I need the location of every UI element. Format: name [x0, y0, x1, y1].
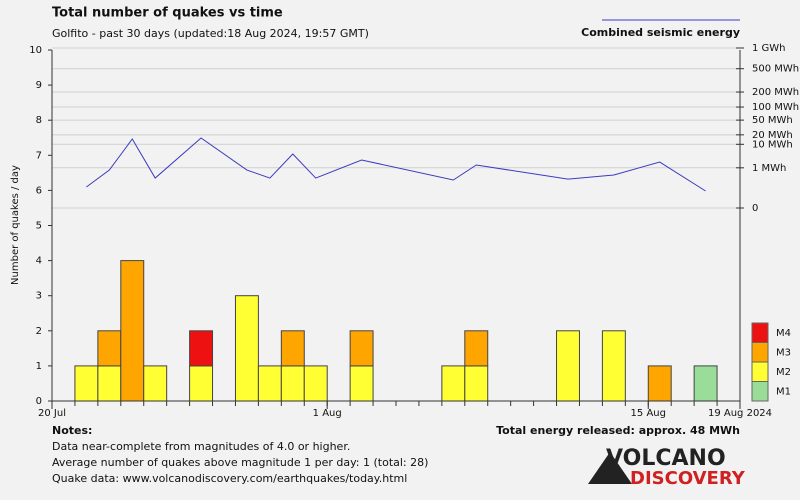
y-tick-label: 1	[36, 361, 42, 372]
note: Quake data: www.volcanodiscovery.com/ear…	[52, 472, 407, 485]
legend-label: M1	[776, 387, 791, 398]
note: Average number of quakes above magnitude…	[52, 456, 428, 469]
y2-tick-label: 500 MWh	[752, 64, 799, 75]
bar	[303, 365, 328, 402]
bar	[441, 365, 466, 402]
bar	[143, 365, 168, 402]
logo-text: VOLCANO	[606, 446, 726, 471]
logo-text: DISCOVERY	[630, 468, 746, 489]
y-tick-label: 3	[36, 291, 42, 302]
y-tick-label: 9	[36, 80, 42, 91]
y-tick-label: 2	[36, 326, 42, 337]
y2-tick-label: 100 MWh	[752, 102, 799, 113]
y-tick-label: 10	[29, 45, 42, 56]
y2-tick-label: 10 MWh	[752, 139, 793, 150]
y-tick-label: 5	[36, 221, 42, 232]
bar	[257, 365, 282, 402]
bar	[647, 365, 672, 402]
bar	[120, 260, 145, 402]
x-tick-label: 1 Aug	[313, 408, 342, 419]
bar	[556, 330, 580, 402]
y-tick-label: 8	[36, 115, 42, 126]
energy-line	[86, 137, 706, 192]
legend-swatch	[751, 322, 769, 343]
bar	[601, 330, 626, 402]
bar	[349, 365, 374, 402]
chart-title: Total number of quakes vs time	[52, 6, 283, 21]
notes-title: Notes:	[52, 424, 92, 437]
y2-tick-label: 50 MWh	[752, 115, 793, 126]
x-tick-label: 15 Aug	[631, 408, 666, 419]
legend-swatch	[751, 381, 769, 402]
note: Data near-complete from magnitudes of 4.…	[52, 440, 350, 453]
bar	[464, 330, 489, 367]
y2-tick-label: 20 MWh	[752, 130, 793, 141]
bar	[280, 330, 305, 367]
y-tick-label: 4	[36, 256, 42, 267]
legend-label: M3	[776, 348, 791, 359]
bar	[97, 365, 122, 402]
chart-subtitle: Golfito - past 30 days (updated:18 Aug 2…	[52, 27, 369, 40]
y-tick-label: 6	[36, 185, 42, 196]
legend-label: M2	[776, 367, 791, 378]
bar	[189, 330, 214, 367]
legend-swatch	[751, 342, 769, 363]
y2-tick-label: 1 GWh	[752, 43, 786, 54]
bar	[234, 295, 259, 402]
y2-tick-label: 200 MWh	[752, 87, 799, 98]
bar	[189, 365, 214, 402]
legend-label: Combined seismic energy	[581, 26, 740, 39]
bar	[97, 330, 122, 367]
x-tick-label: 20 Jul	[38, 408, 66, 419]
bar	[280, 365, 305, 402]
bar	[464, 365, 489, 402]
legend-swatch	[751, 361, 769, 382]
y-tick-label: 0	[36, 396, 42, 407]
total-energy: Total energy released: approx. 48 MWh	[496, 424, 740, 437]
y2-tick-label: 1 MWh	[752, 163, 786, 174]
legend-label: M4	[776, 328, 791, 339]
y-axis-label: Number of quakes / day	[10, 165, 21, 285]
logo-icon	[588, 452, 632, 484]
y2-tick-label: 0	[752, 203, 758, 214]
y-tick-label: 7	[36, 150, 42, 161]
bar	[74, 365, 99, 402]
x-tick-label: 19 Aug 2024	[708, 408, 772, 419]
bar	[349, 330, 374, 367]
bar	[693, 365, 718, 402]
